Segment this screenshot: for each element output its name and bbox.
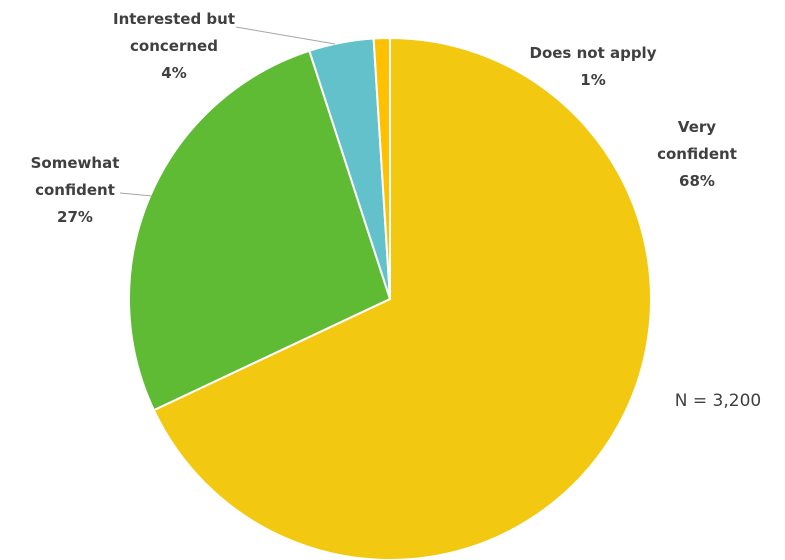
slice-category-label: confident [657, 145, 737, 163]
slice-category-label: Does not apply [530, 44, 657, 62]
pie-slice-does-not-apply [372, 36, 391, 300]
slice-value-label: 27% [57, 208, 93, 226]
slice-category-label: Somewhat [31, 154, 120, 172]
slice-value-label: 1% [580, 71, 605, 89]
leader-line [235, 26, 336, 45]
leader-lines [119, 26, 336, 197]
pie-slice-very-confident [152, 36, 652, 560]
slice-category-label: confident [35, 181, 115, 199]
slice-labels: Very confident 68% Somewhat confident 27% Inte… [31, 10, 737, 226]
slice-category-label: concerned [130, 37, 218, 55]
slice-value-label: 4% [161, 64, 186, 82]
slice-category-label: Interested but [113, 10, 235, 28]
pie-slices [128, 36, 652, 560]
sample-size-note: N = 3,200 [675, 391, 761, 411]
slice-category-label: Very [678, 118, 716, 136]
leader-line [119, 192, 153, 197]
slice-value-label: 68% [679, 172, 715, 190]
